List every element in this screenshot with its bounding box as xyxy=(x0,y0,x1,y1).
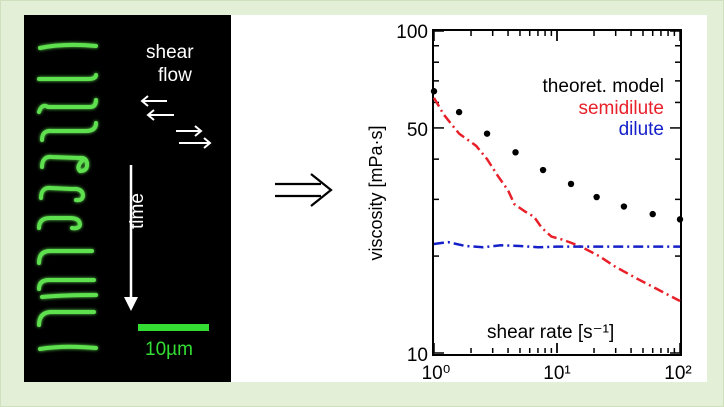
arrow-left-1 xyxy=(140,95,167,107)
x-axis-label: shear rate [s⁻¹] xyxy=(487,322,614,343)
scale-bar xyxy=(138,324,209,331)
model-point xyxy=(649,210,656,218)
arrow-right-1 xyxy=(176,125,203,137)
scale-bar-label: 10µm xyxy=(145,339,193,360)
dna-strand-5 xyxy=(40,154,90,174)
implies-arrow-icon xyxy=(275,173,333,207)
time-arrow xyxy=(124,165,138,311)
dna-strand-9 xyxy=(37,278,96,291)
series-layer xyxy=(430,88,684,303)
dna-strand-7 xyxy=(37,216,83,231)
dna-strands xyxy=(37,42,212,351)
legend-model: theoret. model xyxy=(543,76,664,97)
model-point xyxy=(620,203,628,210)
dna-strand-1 xyxy=(38,42,98,50)
y-tick-label-10: 10 xyxy=(407,345,428,366)
axis-ticks xyxy=(433,30,681,354)
dna-strand-10 xyxy=(40,293,98,299)
dna-strand-12 xyxy=(38,344,98,351)
model-point xyxy=(512,149,519,156)
dna-strand-6 xyxy=(39,185,86,203)
dilute-line xyxy=(433,240,680,249)
legend-semidilute: semidilute xyxy=(578,98,664,119)
x-tick-label-10: 10¹ xyxy=(543,363,570,382)
arrow-right-2 xyxy=(179,137,212,149)
dna-strand-2 xyxy=(37,73,98,81)
y-tick-label-100: 100 xyxy=(396,22,428,43)
flow-label: flow xyxy=(158,65,192,86)
x-tick-label-100: 10² xyxy=(664,363,691,382)
y-tick-label-50: 50 xyxy=(407,120,428,141)
arrow-left-2 xyxy=(146,109,174,121)
dna-strand-8 xyxy=(37,249,94,265)
model-point xyxy=(430,88,438,95)
time-label: time xyxy=(127,193,148,229)
x-tick-label-1: 10⁰ xyxy=(422,363,451,382)
model-point xyxy=(455,108,463,116)
model-point xyxy=(593,193,600,201)
legend-dilute: dilute xyxy=(619,119,664,140)
model-point xyxy=(539,166,547,174)
dna-strand-4 xyxy=(40,121,98,142)
y-axis-label: viscosity [mPa·s] xyxy=(366,125,386,260)
dna-strand-11 xyxy=(37,310,96,327)
shear-label: shear xyxy=(146,42,194,63)
viscosity-chart: 100 50 10 10⁰ 10¹ 10² viscosity [mPa·s] … xyxy=(366,22,692,382)
dna-strand-3 xyxy=(37,98,98,114)
model-point xyxy=(676,216,684,223)
micrograph-panel: shear flow time 10µm xyxy=(24,15,231,382)
semidilute-line xyxy=(432,97,681,303)
model-point xyxy=(567,180,575,188)
model-point xyxy=(483,130,491,137)
plot-frame xyxy=(432,29,682,356)
